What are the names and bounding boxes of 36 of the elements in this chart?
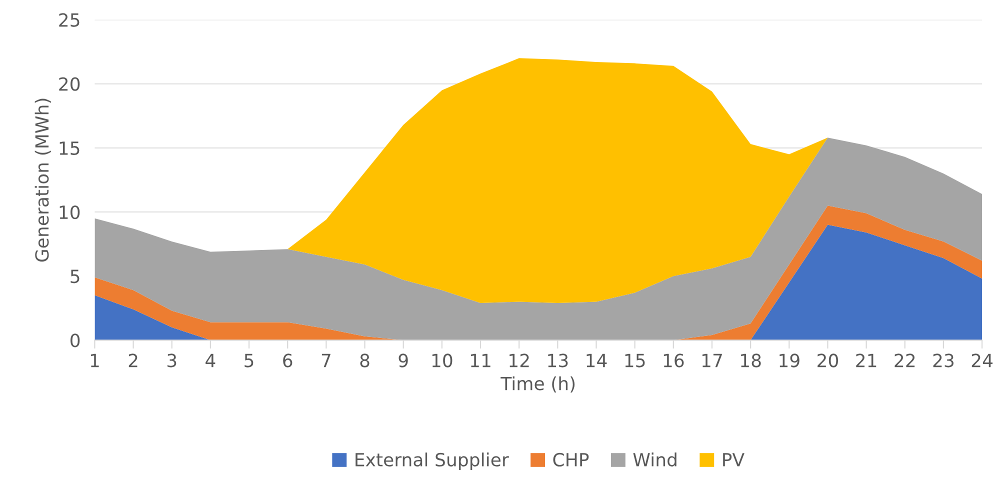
x-tick-label: 21 (856, 354, 876, 368)
legend-label: Wind (633, 452, 676, 467)
x-tick-label: 6 (283, 354, 292, 368)
y-tick-label: 5 (70, 270, 80, 284)
x-tick-label: 4 (206, 354, 216, 368)
y-tick-label: 25 (59, 13, 80, 27)
legend-label: PV (723, 453, 744, 466)
x-tick-label: 22 (894, 354, 915, 368)
x-tick-label: 1 (90, 354, 99, 368)
y-axis-title: Generation (MWh) (34, 98, 51, 262)
x-tick-label: 11 (471, 354, 490, 368)
x-tick-label: 15 (625, 354, 645, 368)
legend-label: External Supplier (356, 452, 509, 470)
x-tick-label: 17 (702, 354, 722, 368)
x-tick-label: 9 (398, 354, 408, 368)
y-tick-label: 10 (60, 205, 80, 220)
x-tick-label: 16 (664, 354, 684, 368)
x-tick-label: 8 (360, 354, 370, 368)
x-tick-label: 13 (548, 354, 568, 368)
x-tick-label: 3 (168, 354, 176, 368)
legend-label: CHP (553, 452, 589, 467)
x-tick-label: 12 (510, 354, 529, 368)
x-tick-label: 10 (432, 354, 452, 368)
x-tick-label: 14 (586, 354, 607, 368)
x-tick-label: 18 (741, 354, 761, 368)
x-axis-title: Time (h) (500, 376, 575, 392)
x-tick-label: 2 (128, 354, 138, 368)
x-tick-label: 7 (322, 354, 330, 368)
y-tick-label: 15 (60, 142, 80, 156)
x-tick-label: 24 (972, 354, 993, 368)
x-tick-label: 23 (933, 354, 954, 368)
y-tick-label: 0 (70, 334, 80, 348)
x-tick-label: 20 (818, 354, 838, 368)
x-tick-label: 5 (244, 354, 254, 368)
y-tick-label: 20 (59, 77, 80, 91)
x-tick-label: 19 (780, 354, 800, 368)
